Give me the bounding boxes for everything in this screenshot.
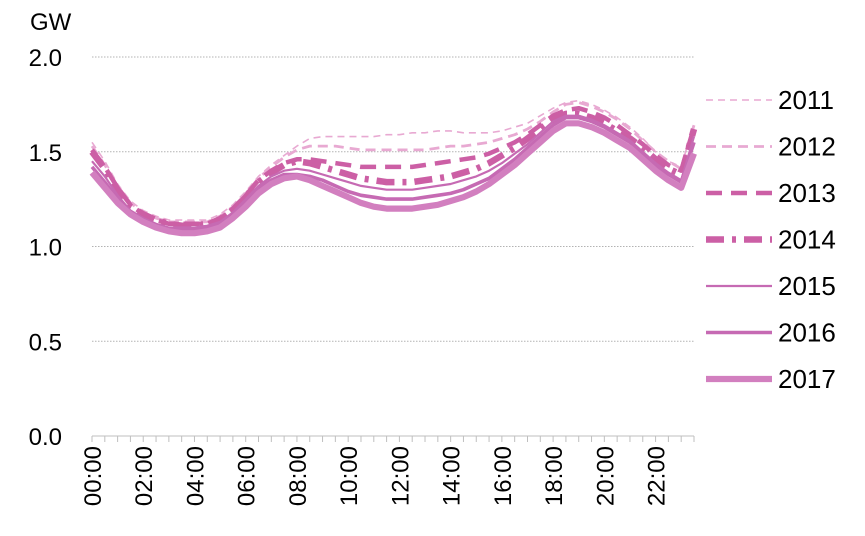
legend-label-2012: 2012 [778,132,836,162]
gridlines [92,56,694,342]
x-tick-label: 00:00 [80,446,107,506]
x-tick-label: 22:00 [644,446,671,506]
legend: 2011 2012 2013 2014 2015 2016 2017 [706,85,836,394]
x-tick-label: 02:00 [131,446,158,506]
legend-label-2017: 2017 [778,364,836,394]
x-tick-label: 10:00 [336,446,363,506]
x-tick-label: 16:00 [490,446,517,506]
y-axis-ticks: 0.0 0.5 1.0 1.5 2.0 [29,45,62,451]
x-tick-label: 04:00 [182,446,209,506]
x-axis: 00:00 02:00 04:00 06:00 08:00 10:00 12:00 14:00… [80,435,695,506]
y-tick-label: 0.0 [29,424,62,451]
x-tick-label: 06:00 [234,446,261,506]
legend-label-2011: 2011 [778,85,834,115]
y-tick-label: 0.5 [29,329,62,356]
y-tick-label: 2.0 [29,45,62,72]
x-tick-label: 18:00 [541,446,568,506]
series-line-2014 [89,110,698,229]
series-line-2016 [90,115,696,232]
series-lines [89,99,698,237]
x-tick-label: 20:00 [592,446,619,506]
y-axis-unit-label: GW [30,9,72,36]
series-line-2017 [89,120,697,237]
series-line-2011 [91,99,695,221]
y-tick-label: 1.5 [29,140,62,167]
x-tick-label: 12:00 [387,446,414,506]
x-tick-label: 08:00 [285,446,312,506]
x-tick-label: 14:00 [439,446,466,506]
legend-label-2014: 2014 [778,225,836,255]
legend-label-2013: 2013 [778,178,836,208]
legend-label-2016: 2016 [778,318,836,348]
series-line-2013 [90,105,697,227]
y-tick-label: 1.0 [29,235,62,262]
legend-label-2015: 2015 [778,271,836,301]
